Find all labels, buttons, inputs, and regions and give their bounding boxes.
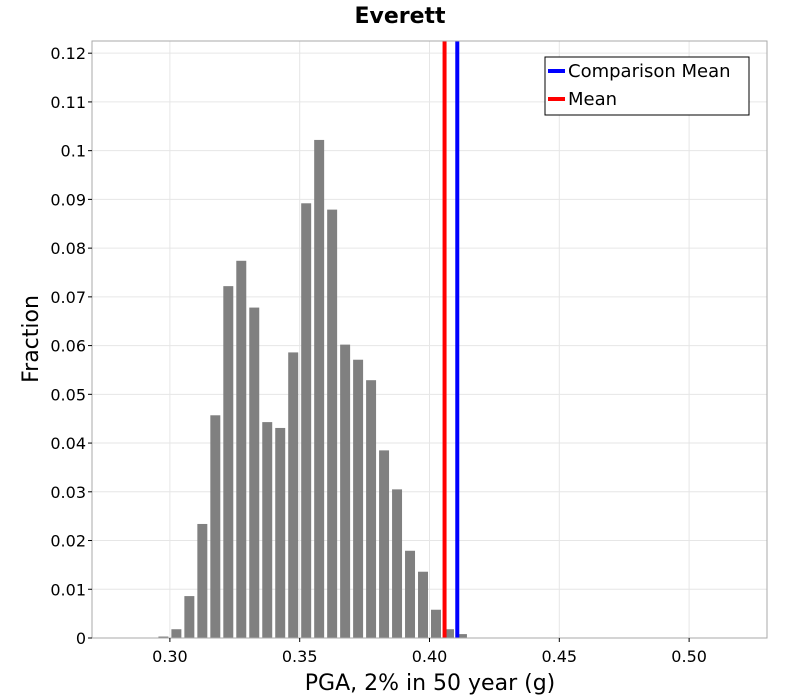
histogram-bar (353, 359, 364, 638)
y-tick-label: 0.09 (50, 190, 86, 209)
histogram-bar (392, 489, 403, 638)
histogram-bar (223, 286, 234, 638)
y-tick-label: 0.11 (50, 93, 86, 112)
histogram-bar (288, 352, 299, 638)
y-tick-label: 0.08 (50, 239, 86, 258)
x-tick-label: 0.35 (282, 647, 318, 666)
histogram-bar (158, 636, 169, 638)
histogram-bar (171, 629, 182, 638)
chart-title: Everett (354, 4, 446, 29)
histogram-bar (210, 415, 221, 638)
x-tick-label: 0.30 (152, 647, 188, 666)
x-tick-label: 0.45 (541, 647, 577, 666)
x-axis-ticks: 0.30 0.35 0.40 0.45 0.50 (152, 638, 707, 666)
y-tick-label: 0.1 (61, 142, 86, 161)
legend-box (544, 56, 750, 116)
y-tick-label: 0.06 (50, 337, 86, 356)
y-tick-label: 0.12 (50, 44, 86, 63)
legend-label-comparison-mean: Comparison Mean (568, 61, 731, 82)
histogram-bar (275, 427, 286, 638)
grid (92, 41, 767, 639)
y-tick-label: 0.05 (50, 385, 86, 404)
histogram-bar (456, 634, 467, 638)
histogram-bar (340, 344, 351, 638)
y-tick-label: 0.02 (50, 532, 86, 551)
histogram-bar (314, 139, 325, 638)
legend: Comparison Mean Mean (544, 56, 750, 116)
legend-label-mean: Mean (568, 89, 617, 110)
x-tick-label: 0.50 (671, 647, 707, 666)
histogram-bar (262, 422, 273, 638)
y-tick-label: 0.07 (50, 288, 86, 307)
histogram-bar (301, 203, 312, 638)
histogram-bar (366, 380, 377, 638)
histogram-bar (327, 209, 338, 638)
histogram-bar (249, 307, 260, 638)
mean-lines (442, 41, 460, 638)
histogram-bar (236, 260, 247, 638)
histogram-bar (197, 523, 208, 638)
y-axis-ticks: 0 0.01 0.02 0.03 0.04 0.05 0.06 0.07 0.08 0.09 0.1… (50, 44, 92, 648)
histogram-bar (418, 571, 428, 638)
y-tick-label: 0.01 (50, 580, 86, 599)
x-tick-label: 0.40 (412, 647, 448, 666)
histogram-bar (405, 550, 416, 638)
bars (158, 139, 467, 638)
histogram-bar (379, 450, 390, 638)
y-axis-label: Fraction (19, 295, 44, 383)
histogram-bar (443, 629, 454, 638)
y-tick-label: 0.04 (50, 434, 86, 453)
x-axis-label: PGA, 2% in 50 year (g) (305, 671, 556, 696)
histogram-bar (184, 596, 195, 638)
y-tick-label: 0.03 (50, 483, 86, 502)
y-tick-label: 0 (76, 629, 86, 648)
histogram-bar (431, 609, 441, 638)
